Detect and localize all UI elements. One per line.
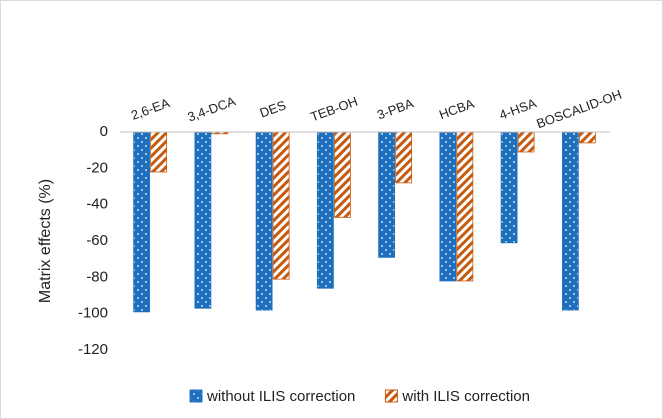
legend-swatch [189, 389, 203, 403]
bar [255, 131, 273, 311]
bar [439, 131, 457, 282]
y-tick-label: -40 [86, 196, 108, 213]
bar [272, 131, 290, 280]
bar [133, 131, 151, 313]
bar [378, 131, 396, 258]
bar [150, 131, 168, 173]
y-tick-label: 0 [100, 123, 108, 140]
legend-label: with ILIS correction [401, 388, 530, 405]
bar [500, 131, 518, 244]
bar [333, 131, 351, 218]
y-tick-label: -100 [78, 305, 108, 322]
bar [395, 131, 413, 184]
y-tick-label: -120 [78, 341, 108, 358]
bar [561, 131, 579, 311]
legend-swatch [384, 389, 398, 403]
bar [316, 131, 334, 289]
y-tick-label: -60 [86, 232, 108, 249]
y-axis-label: Matrix effects (%) [37, 179, 54, 303]
y-tick-label: -20 [86, 159, 108, 176]
y-tick-label: -80 [86, 268, 108, 285]
bar [517, 131, 535, 153]
legend-label: without ILIS correction [206, 388, 355, 405]
bar [456, 131, 474, 282]
bar [194, 131, 212, 309]
bar [578, 131, 596, 144]
